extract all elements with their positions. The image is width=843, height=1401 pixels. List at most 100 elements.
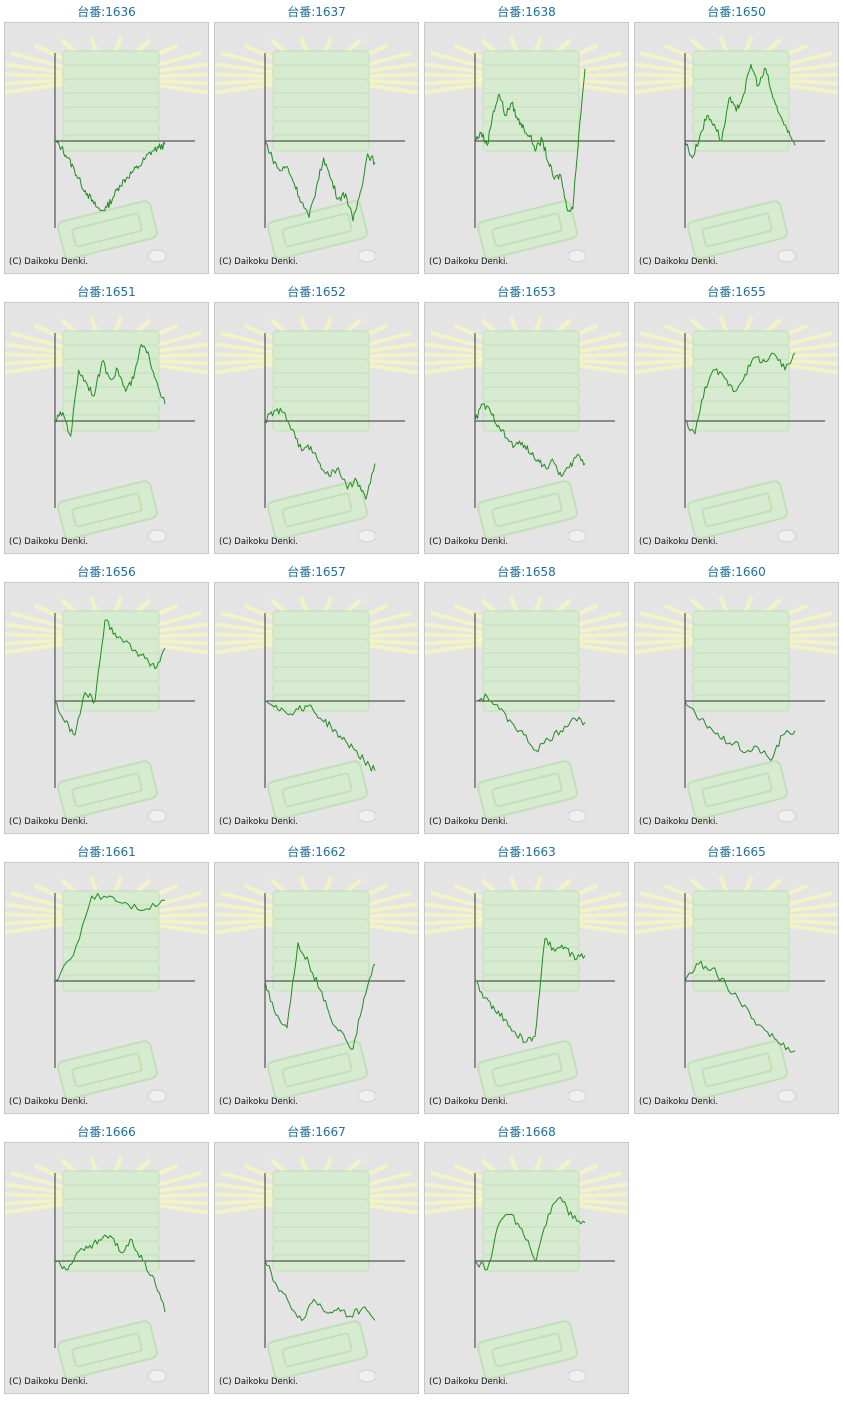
graph-panel: (C) Daikoku Denki. [4,582,209,834]
graph-card[interactable]: 台番:1663 (C) Daikoku Denki. [424,840,629,1114]
payout-line [264,407,376,500]
graph-panel: (C) Daikoku Denki. [424,22,629,274]
graph-card[interactable]: 台番:1665 (C) Daikoku Denki. [634,840,839,1114]
graph-card[interactable]: 台番:1658 (C) Daikoku Denki. [424,560,629,834]
copyright-text: (C) Daikoku Denki. [639,257,719,267]
graph-panel: (C) Daikoku Denki. [634,22,839,274]
copyright-text: (C) Daikoku Denki. [639,1097,719,1107]
background-artwork [215,876,418,1103]
graph-card[interactable]: 台番:1657 (C) Daikoku Denki. [214,560,419,834]
background-artwork [5,1156,208,1383]
machine-number-title[interactable]: 台番:1661 [77,845,136,859]
payout-line [264,700,376,772]
machine-number-title[interactable]: 台番:1660 [707,565,766,579]
machine-number-title[interactable]: 台番:1637 [287,5,346,19]
graph-panel: (C) Daikoku Denki. [4,1142,209,1394]
machine-number-title[interactable]: 台番:1652 [287,285,346,299]
graph-card[interactable]: 台番:1655 (C) Daikoku Denki. [634,280,839,554]
payout-chart [5,876,208,1103]
graph-panel: (C) Daikoku Denki. [634,302,839,554]
payout-line [54,139,166,212]
payout-line [264,140,376,222]
payout-chart [215,876,418,1103]
machine-number-title[interactable]: 台番:1657 [287,565,346,579]
background-artwork [425,596,628,823]
graph-card[interactable]: 台番:1668 (C) Daikoku Denki. [424,1120,629,1394]
payout-chart [635,36,838,263]
graph-card[interactable]: 台番:1666 (C) Daikoku Denki. [4,1120,209,1394]
payout-line [684,700,796,761]
graph-panel: (C) Daikoku Denki. [634,862,839,1114]
machine-number-title[interactable]: 台番:1666 [77,1125,136,1139]
copyright-text: (C) Daikoku Denki. [219,1377,299,1387]
background-artwork [215,36,418,263]
graph-card[interactable]: 台番:1660 (C) Daikoku Denki. [634,560,839,834]
background-artwork [425,316,628,543]
graph-card[interactable]: 台番:1638 (C) Daikoku Denki. [424,0,629,274]
payout-chart [5,1156,208,1383]
payout-line [54,892,166,982]
machine-number-title[interactable]: 台番:1655 [707,285,766,299]
machine-number-title[interactable]: 台番:1667 [287,1125,346,1139]
payout-chart [425,596,628,823]
graph-card[interactable]: 台番:1637 (C) Daikoku Denki. [214,0,419,274]
machine-number-title[interactable]: 台番:1658 [497,565,556,579]
graph-card[interactable]: 台番:1652 (C) Daikoku Denki. [214,280,419,554]
machine-number-title[interactable]: 台番:1656 [77,565,136,579]
graph-panel: (C) Daikoku Denki. [4,862,209,1114]
machine-number-title[interactable]: 台番:1668 [497,1125,556,1139]
graph-card[interactable]: 台番:1667 (C) Daikoku Denki. [214,1120,419,1394]
graph-card[interactable]: 台番:1651 (C) Daikoku Denki. [4,280,209,554]
copyright-text: (C) Daikoku Denki. [219,1097,299,1107]
background-artwork [635,36,838,263]
payout-line [264,942,376,1050]
graph-card[interactable]: 台番:1636 (C) Daikoku Denki. [4,0,209,274]
background-artwork [635,316,838,543]
graph-panel: (C) Daikoku Denki. [214,1142,419,1394]
background-artwork [5,596,208,823]
machine-number-title[interactable]: 台番:1653 [497,285,556,299]
copyright-text: (C) Daikoku Denki. [219,817,299,827]
machine-number-title[interactable]: 台番:1662 [287,845,346,859]
graph-panel: (C) Daikoku Denki. [214,22,419,274]
copyright-text: (C) Daikoku Denki. [9,537,89,547]
machine-number-title[interactable]: 台番:1665 [707,845,766,859]
payout-chart [425,316,628,543]
payout-chart [215,596,418,823]
graph-panel: (C) Daikoku Denki. [214,582,419,834]
payout-line [475,938,586,1043]
payout-line [684,960,796,1053]
copyright-text: (C) Daikoku Denki. [429,537,509,547]
payout-chart [5,596,208,823]
machine-number-title[interactable]: 台番:1650 [707,5,766,19]
payout-line [474,1196,586,1271]
payout-chart [5,36,208,263]
graph-panel: (C) Daikoku Denki. [4,302,209,554]
graph-panel: (C) Daikoku Denki. [424,862,629,1114]
background-artwork [215,596,418,823]
graph-card[interactable]: 台番:1656 (C) Daikoku Denki. [4,560,209,834]
machine-number-title[interactable]: 台番:1638 [497,5,556,19]
payout-line [684,64,796,159]
payout-line [475,693,586,753]
graph-panel: (C) Daikoku Denki. [424,582,629,834]
copyright-text: (C) Daikoku Denki. [429,257,509,267]
machine-number-title[interactable]: 台番:1651 [77,285,136,299]
payout-chart [5,316,208,543]
graph-card[interactable]: 台番:1661 (C) Daikoku Denki. [4,840,209,1114]
copyright-text: (C) Daikoku Denki. [639,537,719,547]
graph-card[interactable]: 台番:1662 (C) Daikoku Denki. [214,840,419,1114]
graph-panel: (C) Daikoku Denki. [214,302,419,554]
payout-line [474,403,586,477]
payout-chart [425,36,628,263]
graph-card[interactable]: 台番:1650 (C) Daikoku Denki. [634,0,839,274]
machine-number-title[interactable]: 台番:1663 [497,845,556,859]
machine-number-title[interactable]: 台番:1636 [77,5,136,19]
background-artwork [5,316,208,543]
graph-panel: (C) Daikoku Denki. [634,582,839,834]
graph-panel: (C) Daikoku Denki. [214,862,419,1114]
payout-chart [635,876,838,1103]
graph-card[interactable]: 台番:1653 (C) Daikoku Denki. [424,280,629,554]
background-artwork [5,36,208,263]
